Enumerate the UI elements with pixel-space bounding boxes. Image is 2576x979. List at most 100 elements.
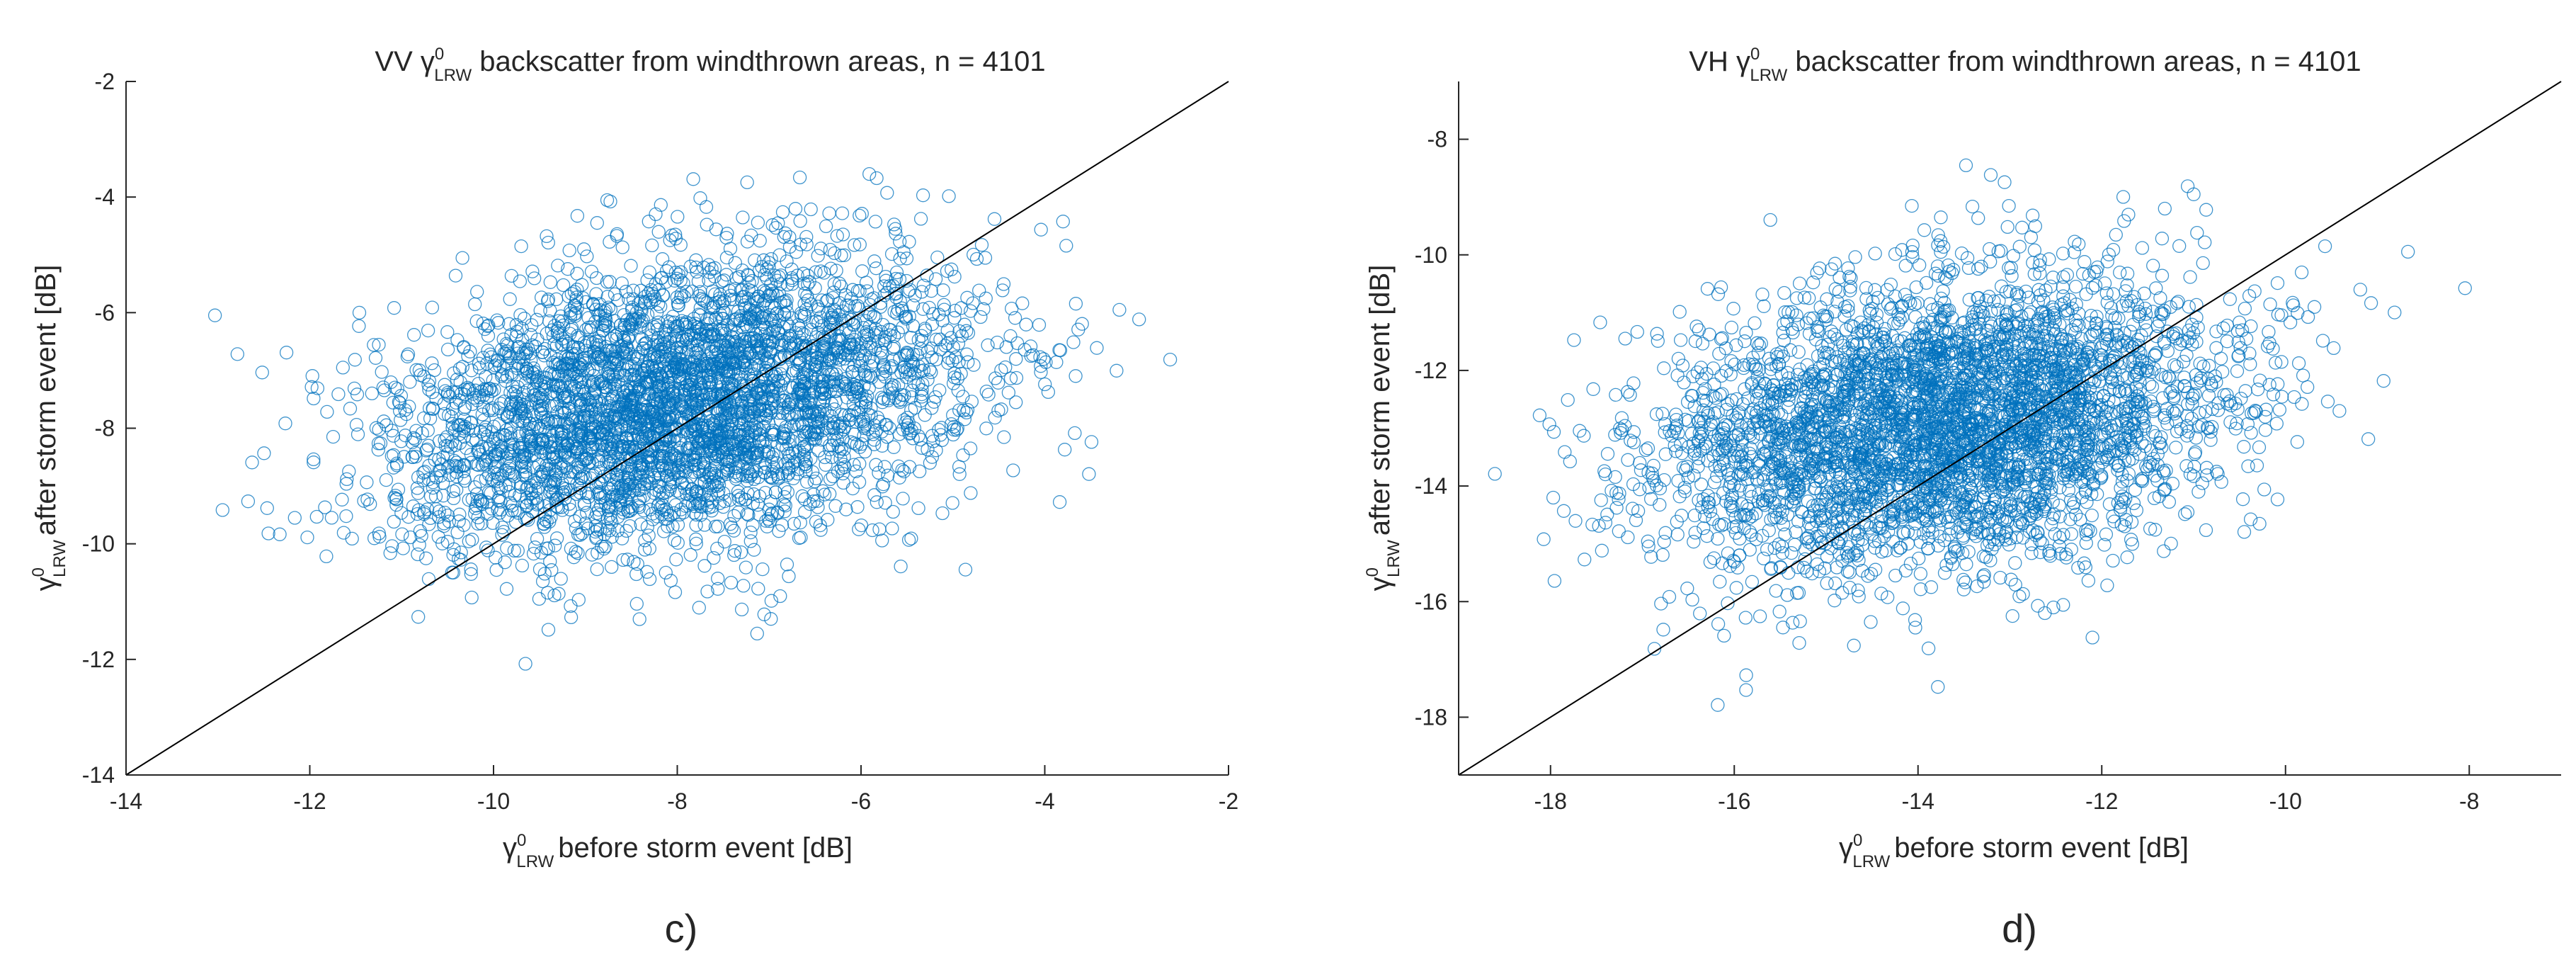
data-point: [947, 311, 962, 325]
data-point: [858, 399, 873, 413]
data-point: [758, 268, 772, 282]
data-point: [540, 514, 554, 528]
data-point: [801, 293, 815, 307]
data-point: [522, 430, 537, 444]
data-point: [806, 344, 820, 358]
data-point: [877, 288, 891, 302]
data-point: [824, 353, 839, 368]
data-point: [785, 434, 799, 448]
data-point: [650, 450, 665, 464]
data-point: [923, 455, 937, 470]
data-point: [782, 319, 797, 334]
data-point: [2189, 431, 2204, 445]
data-point: [494, 369, 509, 383]
data-point: [1009, 370, 1024, 385]
data-point: [387, 491, 401, 505]
data-point: [257, 446, 271, 460]
data-point: [498, 346, 513, 361]
data-point: [2198, 235, 2212, 249]
data-point: [899, 273, 913, 288]
data-point: [1868, 334, 1882, 349]
data-point: [813, 518, 827, 533]
data-point: [711, 582, 725, 596]
data-point: [501, 346, 516, 361]
data-point: [527, 367, 541, 381]
data-point: [765, 450, 780, 465]
data-point: [411, 610, 426, 624]
data-point: [481, 319, 495, 334]
data-point: [372, 422, 386, 437]
data-point: [954, 301, 969, 315]
data-point: [1033, 350, 1047, 364]
data-point: [700, 425, 714, 439]
data-point: [1686, 369, 1700, 384]
data-point: [371, 443, 385, 457]
data-point: [640, 520, 655, 534]
data-point: [756, 370, 770, 384]
data-point: [689, 369, 704, 383]
data-point: [727, 548, 741, 562]
data-point: [207, 308, 222, 322]
data-point: [491, 502, 505, 517]
data-point: [310, 381, 325, 395]
data-point: [663, 315, 678, 329]
data-point: [963, 441, 978, 455]
data-point: [518, 412, 532, 426]
data-point: [1068, 297, 1083, 311]
data-point: [452, 460, 467, 474]
data-point: [440, 342, 455, 357]
y-axis-title-vv: γ0 LRWafter storm event [dB]: [29, 265, 69, 592]
data-point: [777, 504, 792, 519]
data-point: [2035, 536, 2049, 550]
data-point: [450, 469, 464, 484]
data-point: [883, 328, 897, 342]
data-point: [809, 314, 823, 329]
data-point: [671, 451, 685, 465]
data-point: [634, 366, 649, 380]
data-point: [671, 536, 685, 550]
data-point: [709, 421, 723, 435]
data-point: [915, 387, 929, 402]
data-point: [649, 207, 663, 222]
data-point: [669, 553, 683, 567]
data-point: [791, 317, 805, 332]
data-point: [2237, 440, 2251, 454]
data-point: [524, 438, 539, 453]
data-point: [401, 347, 416, 361]
data-point: [403, 530, 418, 545]
data-point: [785, 277, 799, 291]
data-point: [2216, 365, 2230, 379]
data-point: [552, 328, 567, 342]
data-point: [832, 295, 847, 310]
data-point: [447, 491, 461, 506]
data-point: [682, 443, 696, 458]
data-point: [727, 509, 741, 523]
data-point: [736, 210, 750, 225]
data-point: [741, 464, 756, 478]
data-point: [2042, 252, 2056, 266]
data-point: [799, 453, 813, 468]
data-point: [709, 341, 723, 356]
data-point: [828, 312, 842, 326]
data-point: [549, 531, 564, 545]
data-point: [518, 375, 533, 390]
data-point: [645, 428, 659, 443]
data-point: [869, 261, 883, 276]
data-point: [702, 440, 717, 454]
data-point: [408, 432, 422, 446]
data-point: [897, 388, 911, 402]
data-point: [518, 657, 532, 671]
data-point: [837, 248, 852, 262]
data-point: [626, 283, 641, 298]
data-point: [902, 460, 917, 474]
data-point: [686, 172, 700, 186]
data-point: [509, 317, 523, 332]
data-point: [649, 277, 663, 291]
data-point: [543, 303, 557, 318]
data-point: [964, 486, 978, 500]
data-point: [440, 508, 455, 523]
data-point: [706, 300, 720, 315]
data-point: [1132, 312, 1146, 327]
data-point: [858, 418, 872, 432]
data-point: [630, 557, 644, 571]
